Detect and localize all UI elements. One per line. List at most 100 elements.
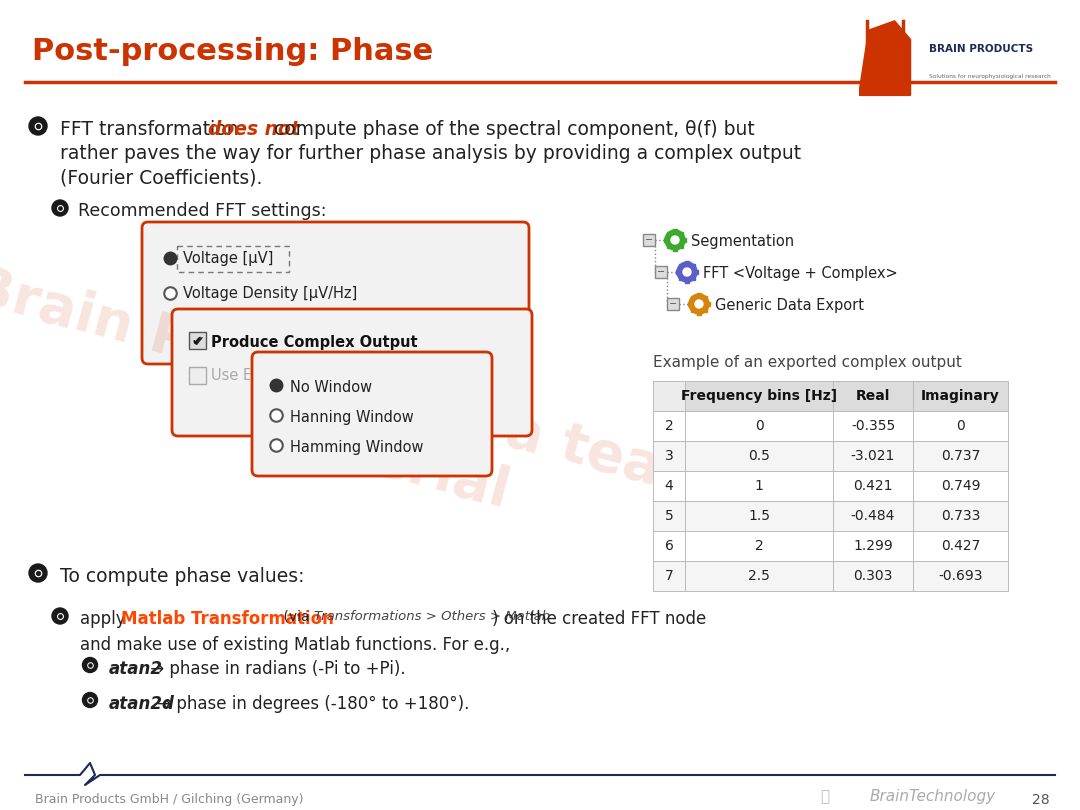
FancyBboxPatch shape xyxy=(685,381,833,411)
FancyBboxPatch shape xyxy=(685,441,833,471)
Text: No Window: No Window xyxy=(291,380,373,395)
Polygon shape xyxy=(859,21,910,96)
Text: -3.021: -3.021 xyxy=(851,449,895,463)
Text: 0.737: 0.737 xyxy=(941,449,981,463)
Text: To compute phase values:: To compute phase values: xyxy=(60,567,305,586)
Text: Voltage [μV]: Voltage [μV] xyxy=(183,251,273,266)
Text: 0: 0 xyxy=(755,419,764,433)
Text: 28: 28 xyxy=(1032,793,1050,807)
Text: 2: 2 xyxy=(664,419,673,433)
FancyBboxPatch shape xyxy=(189,332,206,349)
Text: 1.5: 1.5 xyxy=(748,509,770,523)
Text: -0.484: -0.484 xyxy=(851,509,895,523)
Text: Post-processing: Phase: Post-processing: Phase xyxy=(32,37,433,66)
FancyBboxPatch shape xyxy=(833,381,913,411)
Circle shape xyxy=(671,236,679,244)
FancyBboxPatch shape xyxy=(833,561,913,591)
FancyBboxPatch shape xyxy=(913,561,1008,591)
FancyBboxPatch shape xyxy=(653,471,685,501)
FancyBboxPatch shape xyxy=(653,441,685,471)
FancyBboxPatch shape xyxy=(833,411,913,441)
Text: -0.693: -0.693 xyxy=(939,569,983,583)
Text: 3: 3 xyxy=(664,449,673,463)
Circle shape xyxy=(677,262,697,282)
Circle shape xyxy=(665,230,685,250)
Text: Example of an exported complex output: Example of an exported complex output xyxy=(653,355,962,370)
Text: 5: 5 xyxy=(664,509,673,523)
Text: 0: 0 xyxy=(956,419,964,433)
Text: 0.733: 0.733 xyxy=(941,509,981,523)
Text: → phase in degrees (-180° to +180°).: → phase in degrees (-180° to +180°). xyxy=(152,695,470,713)
FancyBboxPatch shape xyxy=(833,501,913,531)
Text: atan2: atan2 xyxy=(109,660,163,678)
FancyBboxPatch shape xyxy=(913,471,1008,501)
FancyBboxPatch shape xyxy=(252,352,492,476)
Text: −: − xyxy=(669,299,677,309)
Text: 0.749: 0.749 xyxy=(941,479,981,493)
FancyBboxPatch shape xyxy=(189,367,206,384)
Text: atan2d: atan2d xyxy=(109,695,175,713)
Circle shape xyxy=(82,658,97,672)
Text: Frequency bins [Hz]: Frequency bins [Hz] xyxy=(680,389,837,403)
Text: apply: apply xyxy=(80,610,131,628)
Text: and make use of existing Matlab functions. For e.g.,: and make use of existing Matlab function… xyxy=(80,636,510,654)
Text: ✔: ✔ xyxy=(192,335,203,348)
Text: → phase in radians (-Pi to +Pi).: → phase in radians (-Pi to +Pi). xyxy=(145,660,406,678)
FancyBboxPatch shape xyxy=(833,471,913,501)
FancyBboxPatch shape xyxy=(685,501,833,531)
Text: Voltage Density [μV/Hz]: Voltage Density [μV/Hz] xyxy=(183,286,357,301)
Text: 0.303: 0.303 xyxy=(853,569,893,583)
FancyBboxPatch shape xyxy=(833,531,913,561)
FancyBboxPatch shape xyxy=(653,381,685,411)
FancyBboxPatch shape xyxy=(913,381,1008,411)
FancyBboxPatch shape xyxy=(172,309,532,436)
Text: Produce Complex Output: Produce Complex Output xyxy=(211,335,418,350)
Text: does not: does not xyxy=(208,120,300,139)
FancyBboxPatch shape xyxy=(653,501,685,531)
Text: compute phase of the spectral component, θ(f) but: compute phase of the spectral component,… xyxy=(268,120,755,139)
Text: FFT transformation: FFT transformation xyxy=(60,120,244,139)
FancyBboxPatch shape xyxy=(913,531,1008,561)
Text: (Fourier Coefficients).: (Fourier Coefficients). xyxy=(60,168,262,187)
Text: Matlab Transformation: Matlab Transformation xyxy=(121,610,335,628)
FancyBboxPatch shape xyxy=(141,222,529,364)
Circle shape xyxy=(52,608,68,624)
Text: −: − xyxy=(645,235,653,245)
Text: Use E: Use E xyxy=(211,368,252,383)
Text: Imaginary: Imaginary xyxy=(921,389,1000,403)
Circle shape xyxy=(689,294,708,314)
FancyBboxPatch shape xyxy=(685,531,833,561)
FancyBboxPatch shape xyxy=(653,411,685,441)
Text: 0.421: 0.421 xyxy=(853,479,893,493)
Text: Solutions for neurophysiological research: Solutions for neurophysiological researc… xyxy=(929,75,1050,79)
FancyBboxPatch shape xyxy=(685,561,833,591)
Circle shape xyxy=(683,268,691,276)
FancyBboxPatch shape xyxy=(913,501,1008,531)
Text: rather paves the way for further phase analysis by providing a complex output: rather paves the way for further phase a… xyxy=(60,144,801,163)
Circle shape xyxy=(52,200,68,216)
Circle shape xyxy=(29,564,48,582)
Text: Generic Data Export: Generic Data Export xyxy=(715,298,864,313)
Text: Hamming Window: Hamming Window xyxy=(291,440,423,455)
Text: 0.427: 0.427 xyxy=(941,539,981,553)
FancyBboxPatch shape xyxy=(653,531,685,561)
FancyBboxPatch shape xyxy=(913,411,1008,441)
Text: BRAIN PRODUCTS: BRAIN PRODUCTS xyxy=(929,44,1032,53)
Text: 0.5: 0.5 xyxy=(748,449,770,463)
Text: ) on the created FFT node: ) on the created FFT node xyxy=(491,610,706,628)
FancyBboxPatch shape xyxy=(653,561,685,591)
Text: BrainTechnology: BrainTechnology xyxy=(870,789,996,804)
FancyBboxPatch shape xyxy=(913,441,1008,471)
Text: Real: Real xyxy=(855,389,890,403)
Text: Brain Products is a teaching
material: Brain Products is a teaching material xyxy=(0,259,832,600)
Circle shape xyxy=(82,693,97,707)
Text: 4: 4 xyxy=(664,479,673,493)
Text: -0.355: -0.355 xyxy=(851,419,895,433)
FancyBboxPatch shape xyxy=(667,298,679,310)
Text: ✔: ✔ xyxy=(192,335,204,349)
Text: Segmentation: Segmentation xyxy=(691,234,794,249)
Text: Hanning Window: Hanning Window xyxy=(291,410,414,425)
FancyBboxPatch shape xyxy=(685,471,833,501)
Text: FFT <Voltage + Complex>: FFT <Voltage + Complex> xyxy=(703,266,897,281)
Text: Brain Products GmbH / Gilching (Germany): Brain Products GmbH / Gilching (Germany) xyxy=(35,793,303,806)
